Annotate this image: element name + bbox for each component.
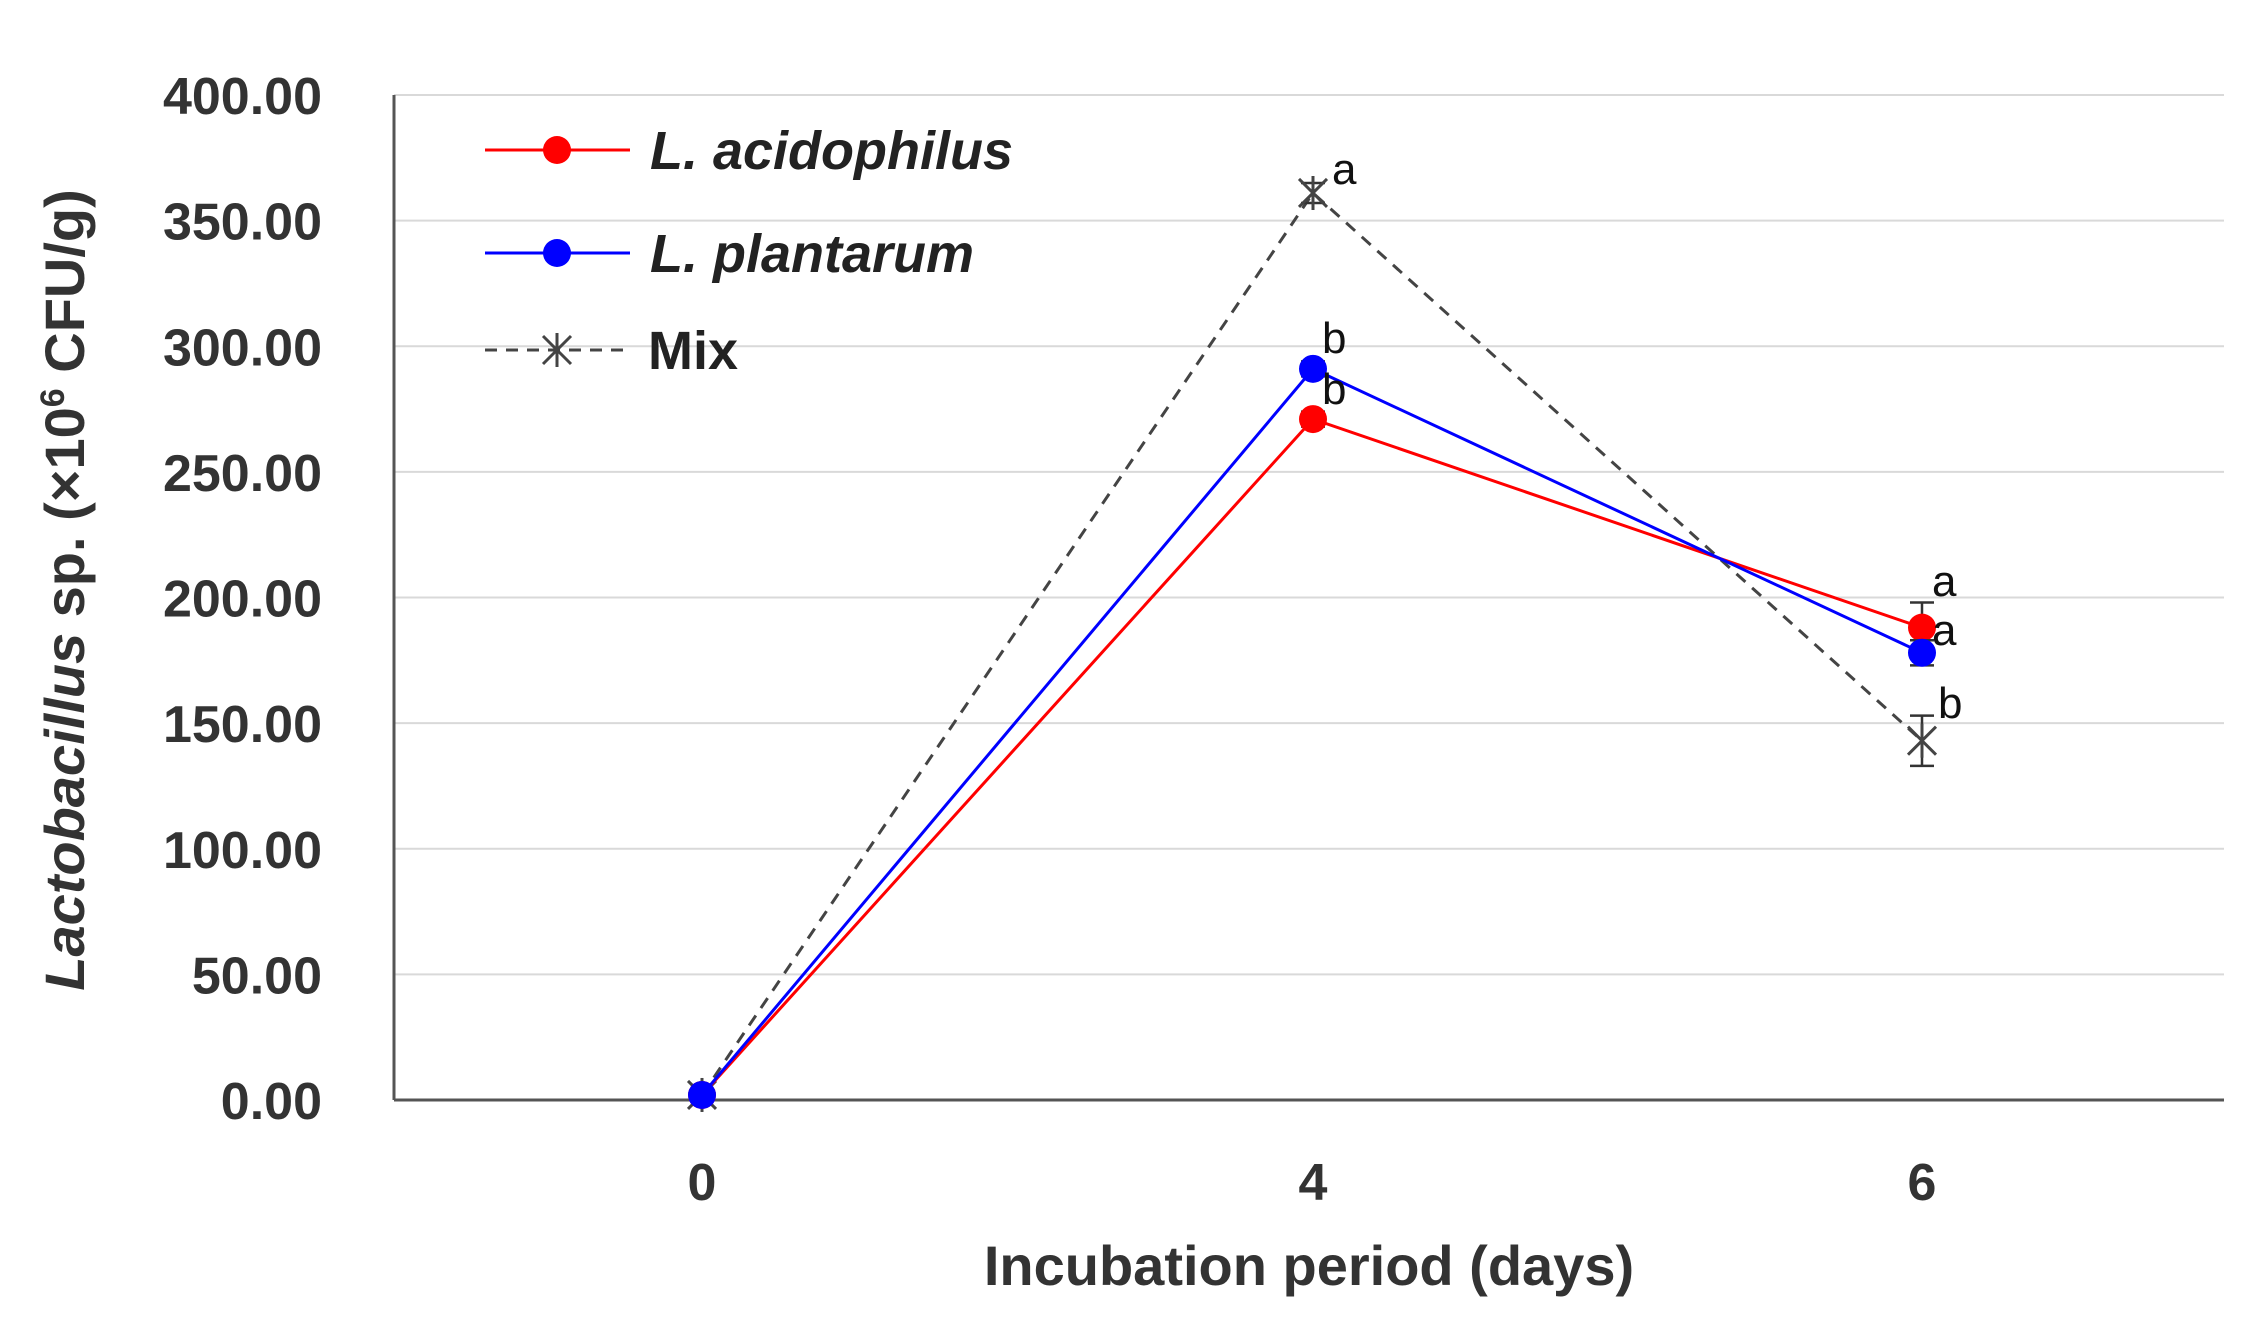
data-point <box>688 1080 716 1109</box>
legend-item: Mix <box>485 321 738 381</box>
series-mix <box>686 175 1938 1112</box>
data-point <box>1908 613 1936 642</box>
y-tick-label: 50.00 <box>192 947 322 1005</box>
y-tick-label: 300.00 <box>163 319 322 377</box>
legend-marker <box>543 136 571 164</box>
y-axis-title-italic: Lactobacillus <box>33 633 96 991</box>
data-point <box>1299 405 1327 434</box>
y-tick-label: 350.00 <box>163 194 322 252</box>
legend-label: Mix <box>648 321 738 381</box>
legend-label: L. plantarum <box>650 224 974 284</box>
legend-marker <box>541 333 573 367</box>
x-tick-label: 0 <box>688 1154 717 1212</box>
y-tick-labels: 0.00 50.00 100.00 150.00 200.00 250.00 300.00 3… <box>163 68 322 1131</box>
series-line <box>700 190 1924 1096</box>
y-tick-label: 400.00 <box>163 68 322 126</box>
legend: L. acidophilus L. plantarum Mix <box>485 121 1013 381</box>
y-axis-title: Lactobacillus sp. (×106 CFU/g) <box>33 189 96 991</box>
y-tick-label: 250.00 <box>163 445 322 503</box>
series-l-plantarum <box>688 354 1936 1109</box>
y-tick-label: 100.00 <box>163 822 322 880</box>
y-tick-label: 200.00 <box>163 571 322 629</box>
x-tick-label: 4 <box>1299 1154 1328 1212</box>
data-point <box>1906 723 1938 758</box>
data-point <box>1297 175 1329 210</box>
gridlines <box>394 94 2224 976</box>
y-axis-title-exponent: 6 <box>34 388 72 407</box>
significance-label: b <box>1938 679 1962 728</box>
legend-item: L. plantarum <box>485 224 974 284</box>
x-axis-title: Incubation period (days) <box>984 1234 1634 1297</box>
significance-label: a <box>1932 606 1957 655</box>
x-tick-label: 6 <box>1908 1154 1937 1212</box>
significance-label: b <box>1322 365 1346 414</box>
data-point <box>1908 638 1936 667</box>
y-axis-title-unit-end: CFU/g) <box>33 189 96 388</box>
y-tick-label: 0.00 <box>221 1073 322 1131</box>
legend-marker <box>543 239 571 267</box>
legend-label: L. acidophilus <box>650 121 1013 181</box>
significance-label: b <box>1322 314 1346 363</box>
x-tick-labels: 0 4 6 <box>688 1154 1937 1212</box>
y-tick-label: 150.00 <box>163 696 322 754</box>
y-axis-title-unit: sp. (×10 <box>33 407 96 633</box>
data-point <box>1299 354 1327 383</box>
significance-label: a <box>1932 557 1957 606</box>
significance-label: a <box>1332 145 1357 194</box>
legend-item: L. acidophilus <box>485 121 1013 181</box>
